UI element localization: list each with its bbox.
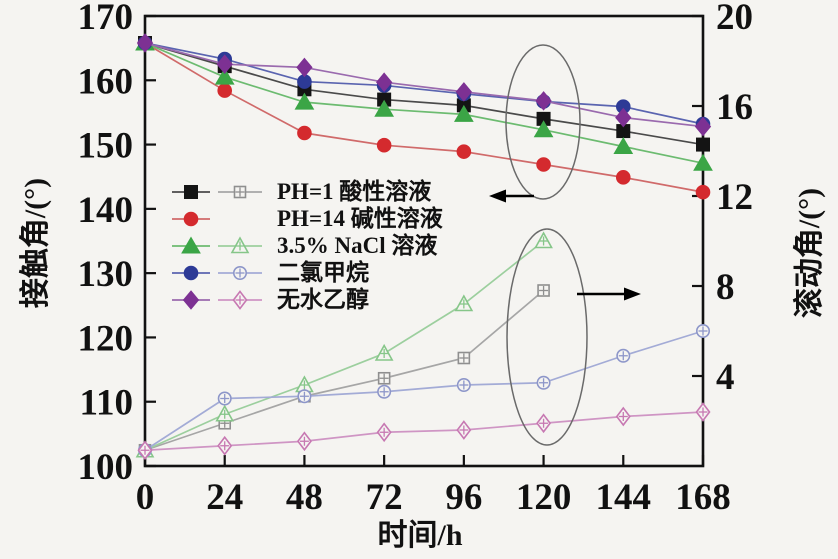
svg-text:120: 120 bbox=[516, 477, 572, 518]
legend-label: 二氯甲烷 bbox=[277, 260, 369, 285]
svg-text:168: 168 bbox=[675, 477, 731, 518]
axis-ticks: 170 160 150 140 130 120 110 100 20 16 12 8 4 0 24 48 72 9… bbox=[78, 0, 754, 518]
legend-label: 3.5% NaCl 溶液 bbox=[277, 233, 438, 258]
legend-label: PH=1 酸性溶液 bbox=[277, 179, 432, 204]
legend-label: 无水乙醇 bbox=[277, 287, 369, 312]
arrow-to-left-axis-head bbox=[489, 189, 506, 203]
svg-text:110: 110 bbox=[80, 383, 133, 424]
x-axis-title: 时间/h bbox=[377, 519, 463, 552]
legend: PH=1 酸性溶液 PH=14 碱性溶液 3.5% NaCl 溶液 二氯甲烷 无水乙醇 bbox=[172, 178, 443, 313]
svg-text:96: 96 bbox=[445, 477, 482, 518]
svg-text:0: 0 bbox=[136, 477, 155, 518]
svg-text:48: 48 bbox=[286, 477, 323, 518]
svg-text:150: 150 bbox=[78, 126, 134, 167]
svg-text:24: 24 bbox=[206, 477, 243, 518]
svg-text:72: 72 bbox=[366, 477, 403, 518]
svg-text:144: 144 bbox=[596, 477, 652, 518]
plot-frame bbox=[143, 14, 705, 468]
highlight-rolling-angle-at-120 bbox=[506, 228, 588, 446]
legend-swatch-triangle-icon bbox=[172, 235, 262, 253]
legend-item: PH=14 碱性溶液 bbox=[172, 205, 443, 232]
highlight-contact-angle-at-120 bbox=[505, 44, 581, 200]
y-axis-title-left: 接触角/(°) bbox=[19, 177, 52, 309]
svg-text:20: 20 bbox=[716, 0, 753, 38]
legend-item: 无水乙醇 bbox=[172, 286, 443, 313]
legend-label: PH=14 碱性溶液 bbox=[277, 206, 443, 231]
annotations bbox=[489, 44, 641, 446]
arrow-to-right-axis-head bbox=[624, 287, 641, 301]
svg-text:8: 8 bbox=[716, 267, 735, 308]
svg-text:100: 100 bbox=[78, 447, 134, 488]
svg-text:12: 12 bbox=[716, 177, 753, 218]
svg-text:4: 4 bbox=[716, 357, 735, 398]
series-4 bbox=[136, 33, 712, 137]
svg-text:160: 160 bbox=[78, 61, 134, 102]
legend-swatch-square-icon bbox=[172, 184, 262, 199]
svg-text:120: 120 bbox=[78, 318, 134, 359]
legend-swatch-circle-icon bbox=[172, 211, 210, 226]
legend-swatch-diamond-icon bbox=[172, 289, 262, 310]
legend-item: PH=1 酸性溶液 bbox=[172, 178, 443, 205]
legend-item: 二氯甲烷 bbox=[172, 259, 443, 286]
svg-text:170: 170 bbox=[78, 0, 134, 38]
y-axis-title-right: 滚动角/(°) bbox=[793, 187, 826, 319]
svg-text:130: 130 bbox=[78, 254, 134, 295]
legend-item: 3.5% NaCl 溶液 bbox=[172, 232, 443, 259]
series-1 bbox=[137, 35, 711, 200]
legend-swatch-circle-icon bbox=[172, 265, 262, 280]
svg-text:140: 140 bbox=[78, 190, 134, 231]
series-8 bbox=[137, 402, 711, 461]
svg-text:16: 16 bbox=[716, 87, 753, 128]
